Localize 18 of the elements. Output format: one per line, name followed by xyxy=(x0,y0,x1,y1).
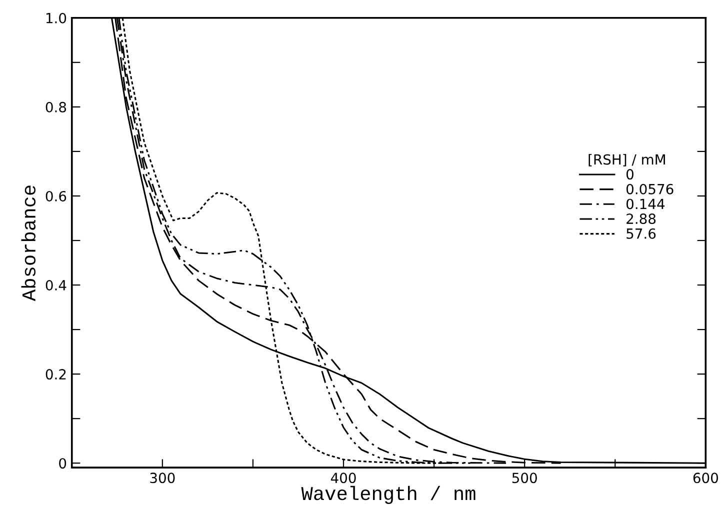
legend-label: 0 xyxy=(626,169,634,180)
legend-label: 0.144 xyxy=(626,198,665,210)
y-tick-label: 0.4 xyxy=(46,280,66,290)
x-tick-label: 300 xyxy=(150,472,175,484)
x-tick-label: 600 xyxy=(693,472,718,484)
legend-label: 57.6 xyxy=(626,228,656,239)
y-tick-label: 0.8 xyxy=(46,102,66,112)
y-tick-label: 0.6 xyxy=(46,190,66,202)
x-axis-title: Wavelength / nm xyxy=(301,486,476,504)
x-tick-label: 500 xyxy=(512,472,537,484)
legend-label: 2.88 xyxy=(626,214,656,224)
y-axis-title: Absorbance xyxy=(21,186,36,302)
y-tick-label: 0 xyxy=(59,458,66,469)
legend-title: [RSH] / mM xyxy=(588,154,665,166)
legend-label: 0.0576 xyxy=(626,184,674,194)
y-tick-label: 0.2 xyxy=(46,369,66,380)
y-tick-label: 1.0 xyxy=(46,12,66,24)
x-tick-label: 400 xyxy=(330,472,356,484)
